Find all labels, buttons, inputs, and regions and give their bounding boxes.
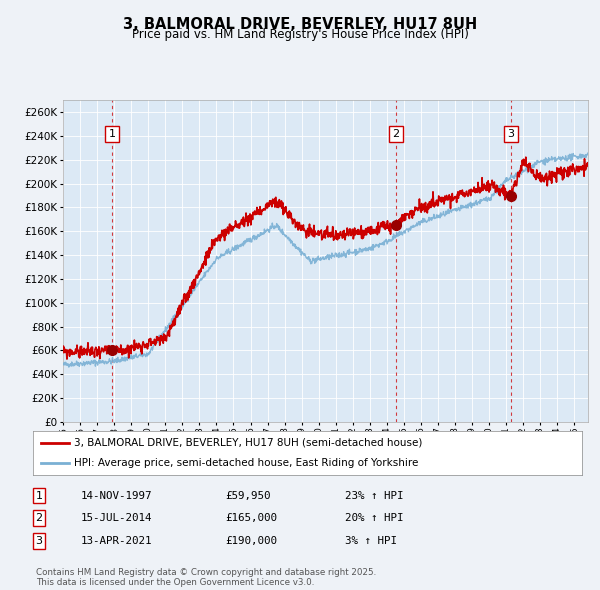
Text: Contains HM Land Registry data © Crown copyright and database right 2025.
This d: Contains HM Land Registry data © Crown c… (36, 568, 376, 587)
Text: 20% ↑ HPI: 20% ↑ HPI (345, 513, 404, 523)
Text: Price paid vs. HM Land Registry's House Price Index (HPI): Price paid vs. HM Land Registry's House … (131, 28, 469, 41)
Text: 2: 2 (392, 129, 400, 139)
Text: 3, BALMORAL DRIVE, BEVERLEY, HU17 8UH: 3, BALMORAL DRIVE, BEVERLEY, HU17 8UH (123, 17, 477, 31)
Text: £165,000: £165,000 (225, 513, 277, 523)
Text: 3: 3 (508, 129, 514, 139)
Text: 23% ↑ HPI: 23% ↑ HPI (345, 491, 404, 500)
Text: 2: 2 (35, 513, 43, 523)
Text: 1: 1 (35, 491, 43, 500)
Text: 14-NOV-1997: 14-NOV-1997 (81, 491, 152, 500)
Text: 3, BALMORAL DRIVE, BEVERLEY, HU17 8UH (semi-detached house): 3, BALMORAL DRIVE, BEVERLEY, HU17 8UH (s… (74, 438, 422, 448)
Text: £59,950: £59,950 (225, 491, 271, 500)
Text: 3% ↑ HPI: 3% ↑ HPI (345, 536, 397, 546)
Text: 3: 3 (35, 536, 43, 546)
Text: £190,000: £190,000 (225, 536, 277, 546)
Text: 1: 1 (109, 129, 115, 139)
Text: 15-JUL-2014: 15-JUL-2014 (81, 513, 152, 523)
Text: 13-APR-2021: 13-APR-2021 (81, 536, 152, 546)
Text: HPI: Average price, semi-detached house, East Riding of Yorkshire: HPI: Average price, semi-detached house,… (74, 458, 419, 468)
